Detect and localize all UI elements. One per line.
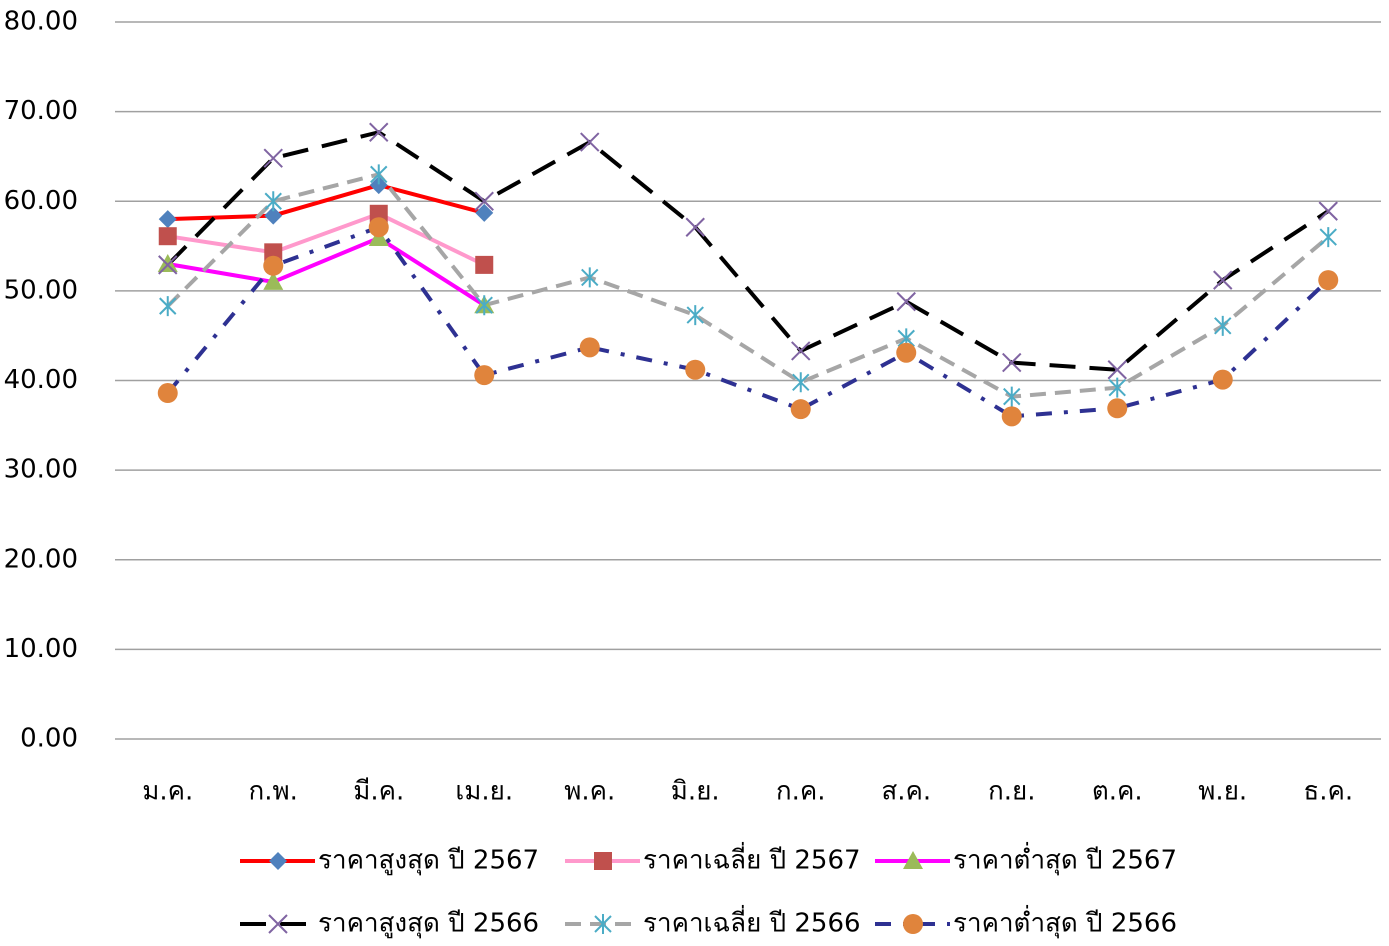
- marker: [157, 253, 178, 272]
- marker: [1214, 315, 1232, 336]
- marker: [158, 227, 177, 246]
- x-tick-label: พ.ย.: [1198, 777, 1247, 807]
- legend-marker: [903, 914, 923, 934]
- marker: [474, 365, 495, 386]
- x-tick-label: ส.ค.: [881, 777, 931, 807]
- legend-marker: [269, 852, 287, 870]
- marker: [369, 204, 388, 223]
- marker: [263, 148, 283, 168]
- x-tick-label: ก.ค.: [776, 777, 826, 807]
- series-line: [167, 211, 486, 267]
- y-tick-label: 40.00: [4, 365, 78, 395]
- y-tick-label: 20.00: [4, 544, 78, 574]
- marker: [1319, 227, 1337, 248]
- marker: [157, 383, 178, 404]
- legend-label: ราคาเฉลี่ย ปี 2567: [643, 842, 861, 876]
- marker: [685, 359, 706, 380]
- marker: [159, 296, 177, 317]
- series-line: [167, 183, 485, 222]
- marker: [368, 217, 389, 238]
- marker: [369, 176, 388, 195]
- marker: [896, 291, 916, 312]
- marker: [792, 372, 810, 393]
- marker: [264, 243, 283, 262]
- marker: [686, 305, 704, 326]
- marker: [1107, 360, 1127, 380]
- marker: [475, 203, 494, 222]
- marker: [1212, 369, 1233, 390]
- legend-marker: [903, 851, 923, 869]
- legend-label: ราคาต่ำสุด ปี 2566: [953, 905, 1177, 939]
- legend-marker: [594, 914, 612, 934]
- legend-marker: [594, 852, 612, 870]
- marker: [264, 206, 283, 225]
- y-tick-label: 80.00: [4, 7, 78, 37]
- marker: [475, 295, 493, 316]
- legend-label: ราคาต่ำสุด ปี 2567: [953, 842, 1177, 876]
- marker: [1213, 270, 1233, 290]
- marker: [580, 132, 600, 152]
- y-tick-label: 60.00: [4, 186, 78, 216]
- marker: [790, 399, 811, 420]
- y-tick-label: 0.00: [20, 724, 78, 754]
- legend-label: ราคาเฉลี่ย ปี 2566: [643, 905, 861, 939]
- marker: [1003, 386, 1021, 407]
- x-tick-label: มี.ค.: [353, 777, 404, 807]
- marker: [791, 341, 811, 361]
- marker: [1318, 201, 1338, 221]
- marker: [264, 191, 282, 212]
- marker: [474, 191, 494, 211]
- marker: [1318, 270, 1339, 291]
- marker: [369, 122, 389, 142]
- x-tick-label: ธ.ค.: [1303, 777, 1353, 807]
- x-tick-label: พ.ค.: [564, 777, 615, 807]
- y-tick-label: 10.00: [4, 634, 78, 664]
- legend-marker: [268, 914, 288, 934]
- y-tick-label: 70.00: [4, 96, 78, 126]
- marker: [1107, 398, 1128, 419]
- x-tick-label: เม.ย.: [455, 777, 513, 807]
- series-line: [166, 130, 1330, 372]
- marker: [158, 210, 177, 229]
- y-tick-label: 50.00: [4, 275, 78, 305]
- x-tick-label: ม.ค.: [142, 777, 193, 807]
- series-line: [167, 235, 486, 307]
- marker: [1108, 377, 1126, 398]
- x-tick-label: มิ.ย.: [671, 777, 720, 807]
- marker: [263, 255, 284, 276]
- x-tick-label: ก.พ.: [249, 777, 298, 807]
- legend-label: ราคาสูงสุด ปี 2567: [318, 846, 539, 876]
- marker: [579, 337, 600, 358]
- marker: [158, 255, 178, 275]
- marker: [263, 271, 284, 290]
- marker: [896, 342, 917, 363]
- marker: [370, 164, 388, 185]
- marker: [475, 255, 494, 274]
- marker: [1001, 406, 1022, 427]
- marker: [1002, 352, 1022, 373]
- series-line: [166, 172, 1330, 399]
- series-line: [166, 224, 1330, 419]
- legend-label: ราคาสูงสุด ปี 2566: [318, 909, 539, 939]
- marker: [581, 267, 599, 288]
- x-tick-label: ก.ย.: [988, 777, 1036, 807]
- y-tick-label: 30.00: [4, 455, 78, 485]
- x-tick-label: ต.ค.: [1092, 777, 1143, 807]
- marker: [685, 217, 705, 237]
